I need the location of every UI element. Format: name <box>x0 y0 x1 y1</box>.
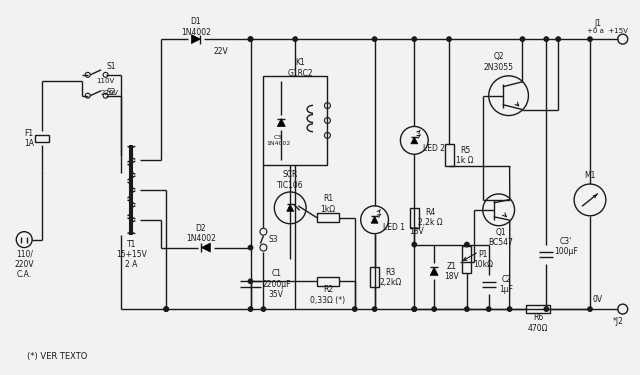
Text: SCR
TIC106: SCR TIC106 <box>277 170 303 190</box>
Circle shape <box>544 37 548 41</box>
Text: 22V: 22V <box>213 46 228 56</box>
Text: (*) VER TEXTO: (*) VER TEXTO <box>27 352 87 361</box>
Polygon shape <box>202 243 211 252</box>
Circle shape <box>412 37 417 41</box>
Text: R5
1k Ω: R5 1k Ω <box>456 146 474 165</box>
Circle shape <box>248 307 253 311</box>
Text: *J2: *J2 <box>612 316 623 326</box>
Text: J1: J1 <box>595 19 602 28</box>
Bar <box>463 246 472 273</box>
Polygon shape <box>287 204 294 212</box>
Circle shape <box>248 279 253 284</box>
Text: R4
2,2k Ω: R4 2,2k Ω <box>418 208 442 228</box>
Circle shape <box>486 307 491 311</box>
Text: S1: S1 <box>107 62 116 71</box>
Circle shape <box>248 245 253 250</box>
Circle shape <box>412 307 417 311</box>
Circle shape <box>508 307 512 311</box>
Text: F1
1A: F1 1A <box>24 129 34 148</box>
Circle shape <box>544 307 548 311</box>
Circle shape <box>447 37 451 41</box>
Text: P1
10kΩ: P1 10kΩ <box>473 250 493 269</box>
Circle shape <box>293 37 298 41</box>
Polygon shape <box>277 118 285 126</box>
Text: C3'
100µF: C3' 100µF <box>554 237 578 256</box>
Text: +0 a  +15V: +0 a +15V <box>588 28 628 34</box>
Text: C3
1N4002: C3 1N4002 <box>266 135 291 146</box>
Text: M1: M1 <box>584 171 596 180</box>
Circle shape <box>164 307 168 311</box>
Circle shape <box>588 307 592 311</box>
Bar <box>35 135 49 142</box>
Text: D2
1N4002: D2 1N4002 <box>186 224 216 243</box>
Text: T1
15+15V
2 A: T1 15+15V 2 A <box>116 240 147 269</box>
Circle shape <box>432 307 436 311</box>
Circle shape <box>588 37 592 41</box>
Text: LED 1: LED 1 <box>383 223 406 232</box>
Bar <box>527 305 550 313</box>
Circle shape <box>248 37 253 41</box>
Bar <box>317 277 339 286</box>
Text: C2
1µF: C2 1µF <box>500 274 514 294</box>
Circle shape <box>520 37 525 41</box>
Polygon shape <box>430 267 438 275</box>
Text: C1
2200µF
35V: C1 2200µF 35V <box>262 269 291 299</box>
Text: 110V: 110V <box>97 78 115 84</box>
Bar <box>445 144 454 166</box>
Polygon shape <box>411 137 418 144</box>
Circle shape <box>465 242 469 247</box>
Text: 110/
220V
C.A.: 110/ 220V C.A. <box>14 249 34 279</box>
Text: D1
1N4002: D1 1N4002 <box>181 18 211 37</box>
Text: 18V: 18V <box>409 227 424 236</box>
Polygon shape <box>371 216 378 223</box>
Text: R1
1kΩ: R1 1kΩ <box>321 194 335 214</box>
Text: 0V: 0V <box>593 295 603 304</box>
Circle shape <box>465 307 469 311</box>
Circle shape <box>412 307 417 311</box>
Bar <box>410 208 419 228</box>
Circle shape <box>372 37 377 41</box>
Text: K1
G1RC2: K1 G1RC2 <box>287 58 313 78</box>
Text: Q2
2N3055: Q2 2N3055 <box>484 52 514 72</box>
Text: Z1
18V: Z1 18V <box>445 262 460 281</box>
Bar <box>370 267 379 287</box>
Circle shape <box>261 307 266 311</box>
Text: LED 2: LED 2 <box>423 144 445 153</box>
Circle shape <box>556 37 561 41</box>
Polygon shape <box>191 34 200 44</box>
Bar <box>317 213 339 222</box>
Text: S3: S3 <box>269 235 278 244</box>
Text: R6
470Ω: R6 470Ω <box>528 313 548 333</box>
Circle shape <box>353 307 357 311</box>
Circle shape <box>164 307 168 311</box>
Circle shape <box>248 37 253 41</box>
Text: S2: S2 <box>107 88 116 97</box>
Text: Q1
BC547: Q1 BC547 <box>488 228 513 248</box>
Text: R3
2,2kΩ: R3 2,2kΩ <box>380 268 401 287</box>
Text: R2
0,33Ω (*): R2 0,33Ω (*) <box>310 285 346 305</box>
Circle shape <box>372 307 377 311</box>
Bar <box>263 76 328 165</box>
Text: 220V: 220V <box>100 90 118 96</box>
Circle shape <box>412 242 417 247</box>
